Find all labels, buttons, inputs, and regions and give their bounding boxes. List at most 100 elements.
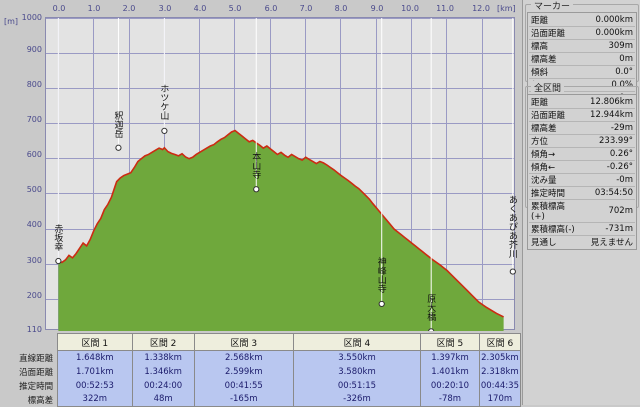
segment-row-header: 沿面距離 bbox=[0, 364, 58, 379]
marker-row: 沿面距離 0.000km bbox=[529, 26, 635, 40]
marker-key: 標高差 bbox=[529, 52, 580, 66]
segment-cell: -326m bbox=[292, 392, 422, 407]
x-tick-0: 0.0 bbox=[52, 4, 66, 13]
total-value: 233.99° bbox=[579, 134, 635, 148]
waypoint-label: 赤坂幸 bbox=[52, 224, 63, 251]
x-tick-9: 9.0 bbox=[370, 4, 384, 13]
total-key: 方位 bbox=[529, 134, 580, 148]
y-axis-unit: [m] bbox=[4, 17, 19, 26]
segment-cell: 1.397km bbox=[420, 350, 480, 365]
table-row: 標高差 322m 48m -165m -326m -78m 170m bbox=[0, 392, 522, 407]
segment-table-grid: 区間 1 区間 2 区間 3 区間 4 区間 5 区間 6 直線距離 1.648k… bbox=[0, 333, 522, 407]
gridline-h-1000 bbox=[46, 18, 514, 19]
x-tick-10: 10.0 bbox=[401, 4, 419, 13]
total-value: -29m bbox=[579, 121, 635, 135]
waypoint-marker[interactable] bbox=[378, 300, 385, 308]
total-key: 傾角→ bbox=[529, 147, 580, 161]
gridline-v-12 bbox=[482, 18, 483, 329]
segment-cell: 00:41:55 bbox=[193, 378, 294, 393]
segment-cell: 2.305km bbox=[478, 350, 522, 365]
marker-value: 0m bbox=[579, 52, 635, 66]
x-tick-3: 3.0 bbox=[158, 4, 172, 13]
total-key: 累積標高(-) bbox=[529, 222, 580, 236]
segment-cell: 1.346km bbox=[131, 364, 195, 379]
total-value: -0m bbox=[579, 173, 635, 187]
gridline-h-800 bbox=[46, 88, 514, 89]
marker-row: 傾斜 0.0° bbox=[529, 65, 635, 79]
segment-cell: -165m bbox=[193, 392, 294, 407]
x-tick-8: 8.0 bbox=[334, 4, 348, 13]
total-row: 傾角← -0.26° bbox=[529, 160, 635, 174]
segment-cell: 2.568km bbox=[193, 350, 294, 365]
table-row: 推定時間 00:52:53 00:24:00 00:41:55 00:51:15 00:2… bbox=[0, 378, 522, 393]
x-tick-6: 6.0 bbox=[264, 4, 278, 13]
segment-table: 区間 1 区間 2 区間 3 区間 4 区間 5 区間 6 直線距離 1.648k… bbox=[0, 333, 522, 407]
y-tick-700: 700 bbox=[26, 115, 42, 124]
gridline-h-900 bbox=[46, 53, 514, 54]
segment-cell: 3.580km bbox=[292, 364, 422, 379]
total-row: 沈み量 -0m bbox=[529, 173, 635, 187]
total-table: 距離 12.806km 沿面距離 12.944km 標高差 -29m 方位 233.99° 傾角… bbox=[529, 96, 635, 248]
marker-panel-title: マーカー bbox=[531, 0, 574, 12]
marker-value: 0.0° bbox=[579, 65, 635, 79]
segment-cell: 00:52:53 bbox=[57, 378, 133, 393]
total-value: 702m bbox=[579, 199, 635, 223]
total-row: 累積標高(+) 702m bbox=[529, 199, 635, 223]
total-key: 距離 bbox=[529, 96, 580, 109]
waypoint-marker[interactable] bbox=[161, 127, 168, 134]
segment-cell: 1.338km bbox=[131, 350, 195, 365]
total-key: 沈み量 bbox=[529, 173, 580, 187]
gridline-v-9 bbox=[376, 18, 377, 329]
marker-key: 距離 bbox=[529, 14, 580, 27]
x-tick-7: 7.0 bbox=[299, 4, 313, 13]
segment-cell: -78m bbox=[420, 392, 480, 407]
waypoint-marker[interactable] bbox=[115, 144, 122, 151]
y-tick-200: 200 bbox=[26, 291, 42, 300]
segment-cell: 1.701km bbox=[57, 364, 133, 379]
y-tick-300: 300 bbox=[26, 256, 42, 265]
y-tick-500: 500 bbox=[26, 185, 42, 194]
y-tick-900: 900 bbox=[26, 45, 42, 54]
x-tick-2: 2.0 bbox=[122, 4, 136, 13]
y-tick-1000: 1000 bbox=[21, 13, 42, 22]
waypoint-label: あくあぴあ芥川 bbox=[506, 194, 517, 258]
total-value: -0.26° bbox=[579, 160, 635, 174]
waypoint-label: 釈迦岳 bbox=[112, 110, 123, 138]
y-tick-800: 800 bbox=[26, 80, 42, 89]
waypoint-label: 神峰山寺 bbox=[375, 256, 386, 293]
total-key: 標高差 bbox=[529, 121, 580, 135]
segment-cell: 00:51:15 bbox=[292, 378, 422, 393]
elevation-fill bbox=[58, 130, 504, 331]
waypoint-marker[interactable] bbox=[509, 268, 516, 275]
waypoint-marker[interactable] bbox=[55, 257, 62, 265]
waypoint-marker[interactable] bbox=[428, 328, 435, 331]
marker-value: 309m bbox=[579, 39, 635, 53]
table-header-row: 区間 1 区間 2 区間 3 区間 4 区間 5 区間 6 bbox=[0, 333, 522, 351]
segment-cell: 2.318km bbox=[478, 364, 522, 379]
waypoint-label: 原大橋 bbox=[425, 294, 436, 322]
waypoint-marker[interactable] bbox=[253, 186, 260, 193]
marker-row: 距離 0.000km bbox=[529, 14, 635, 27]
waypoint-markers bbox=[55, 18, 516, 331]
total-key: 沿面距離 bbox=[529, 108, 580, 122]
info-pane: マーカー 距離 0.000km 沿面距離 0.000km 標高 309m 標高差 0m 傾斜 0.… bbox=[522, 0, 640, 405]
segment-cell: 170m bbox=[478, 392, 522, 407]
table-row: 直線距離 1.648km 1.338km 2.568km 3.550km 1.397km 2… bbox=[0, 350, 522, 365]
total-value: 見えません bbox=[579, 235, 635, 248]
waypoint-label: ホツケ山 bbox=[158, 83, 169, 120]
x-tick-4: 4.0 bbox=[193, 4, 207, 13]
elevation-profile-series bbox=[55, 18, 516, 331]
marker-value: 0.000km bbox=[579, 26, 635, 40]
segment-cell: 00:44:35 bbox=[478, 378, 522, 393]
total-value: 12.806km bbox=[579, 96, 635, 109]
x-axis-unit: [km] bbox=[497, 4, 516, 13]
segment-col-5: 区間 5 bbox=[420, 333, 480, 351]
segment-row-header: 直線距離 bbox=[0, 350, 58, 365]
table-corner bbox=[0, 333, 58, 351]
plot-canvas[interactable] bbox=[45, 17, 516, 331]
marker-key: 沿面距離 bbox=[529, 26, 580, 40]
plot-area[interactable]: 赤坂幸 釈迦岳 ホツケ山 本山寺 神峰山寺 原大橋 あくあぴあ芥川 bbox=[45, 17, 517, 331]
segment-cell: 322m bbox=[57, 392, 133, 407]
total-row: 累積標高(-) -731m bbox=[529, 222, 635, 236]
gridline-h-700 bbox=[46, 123, 514, 124]
